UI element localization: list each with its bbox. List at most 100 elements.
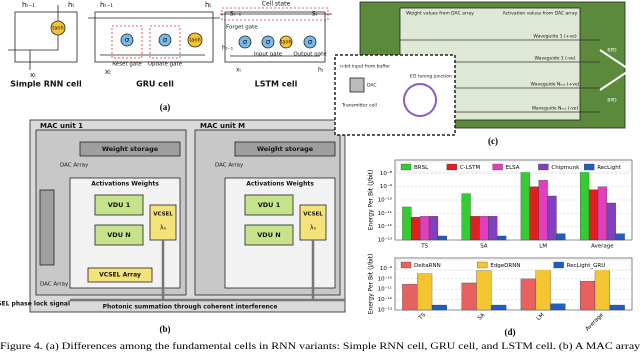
diagram-label: DAC Array [60,163,89,169]
diagram-label: Waveguide Nₒᵤₜ (+ve) [531,82,580,88]
diagram-label: Update gate [148,62,183,68]
bar [402,284,418,311]
legend-swatch [477,261,488,269]
tanh-node [187,32,203,48]
diagram-label: Simple RNN cell [10,80,82,89]
rnn-box [14,11,78,63]
legend-swatch [492,163,503,171]
tanh-node [279,35,293,49]
ring [403,83,437,117]
diagram-label: VCSEL Array [99,272,141,279]
vdu [244,194,294,216]
bar [461,282,477,311]
diagram-label: VCSEL [153,212,173,218]
caption: Figure 4. (a) Differences among the fund… [0,341,640,352]
vcsel [299,204,327,241]
y-tick-label: 10⁻¹¹ [378,286,392,293]
legend-box [396,259,631,271]
gate [120,33,134,47]
diagram-label: LSTM cell [255,80,298,89]
diagram-label: Forget gate [226,25,258,31]
diagram-label: Activations Weights [246,181,314,188]
diagram-label: tanh [189,38,200,44]
vdu [94,224,144,246]
y-tick-label: 10⁻⁸ [380,170,393,177]
weight-storage [79,141,181,157]
bar [609,304,625,311]
reset-gate-box [111,25,143,59]
diagram-label: Sₜ₋₁ [230,11,242,18]
x-tick-label: SA [480,244,488,250]
x-tick-label: Average [591,244,614,250]
legend-label: C-LSTM [460,165,481,171]
bar [411,217,421,241]
bar [520,278,536,311]
bar [588,189,599,241]
bar [520,166,530,241]
diagram-label: σ [163,36,168,44]
legend-label: BRSL [414,165,429,171]
diagram-label: σ [243,38,248,46]
legend-label: RecLight [597,165,622,171]
diagram-label: VDU N [257,231,280,239]
bar [535,263,551,311]
vcsel [149,204,177,241]
bar [538,180,548,241]
panel-b-shapes [29,119,346,313]
bar [420,216,430,241]
legend-label: EdgeDRNN [490,263,520,269]
diagram-label: Activation values from DAC array [503,11,578,17]
bar [606,202,616,241]
y-axis-label: Energy Per Bit (J/bit) [368,254,375,315]
gate [238,35,252,49]
diagram-label: DAC [367,83,377,89]
y-tick-label: 10⁻¹² [378,296,392,303]
legend-swatch [446,163,457,171]
diagram-label: σ [266,38,271,46]
diagram-label: Sₜ [312,11,318,18]
diagram-label: xₜ [30,71,36,79]
activation-storage [39,189,55,266]
diagram-label: Waveguide 1 (-ve) [534,56,575,62]
bar [580,280,596,311]
y-tick-label: 10⁻¹⁰ [378,275,393,282]
diagram-label: (c) [488,136,498,146]
x-tick-label: Average [585,312,606,333]
legend-label: ELSA [506,165,520,171]
bar [417,273,433,311]
legend-swatch [538,163,549,171]
diagram-label: Output gate [293,52,327,58]
bar [580,169,590,241]
y-tick-label: 10⁻¹¹ [378,210,392,217]
diagram-label: VCSEL [303,212,323,218]
diagram-label: tanh [280,40,291,46]
bar [402,206,412,241]
diagram-label: tanh [52,26,63,32]
bar [615,233,625,241]
diagram-label: BPD [607,48,617,54]
y-tick-label: 10⁻⁹ [380,265,392,272]
diagram-label: hₜ₋₁ [222,45,234,52]
bar [488,216,498,241]
diagram-label: hₜ [68,1,75,9]
legend-label: Chipmunk [551,165,580,171]
bar [556,233,566,241]
bar [428,216,439,241]
bar [461,193,471,241]
diagram-label: n-bit input from buffer [340,64,390,70]
diagram-label: MAC unit M [200,122,245,130]
lstm-wires [220,13,332,57]
panel-c-shapes [334,1,632,136]
diagram-label: VDU N [107,231,130,239]
waveguide [70,240,345,302]
diagram-label: VDU 1 [108,201,131,209]
diagram-label: Waveguide 1 (+ve) [533,34,577,40]
legend-swatch [400,163,412,171]
waveguides [400,39,600,113]
bar [479,216,489,241]
diagram-label: λ₀ [160,225,167,232]
x-tick-label: SA [477,312,487,322]
gru-box [94,11,214,63]
diagram-label: Waveguide Nₒᵤₜ (-ve) [532,106,579,112]
